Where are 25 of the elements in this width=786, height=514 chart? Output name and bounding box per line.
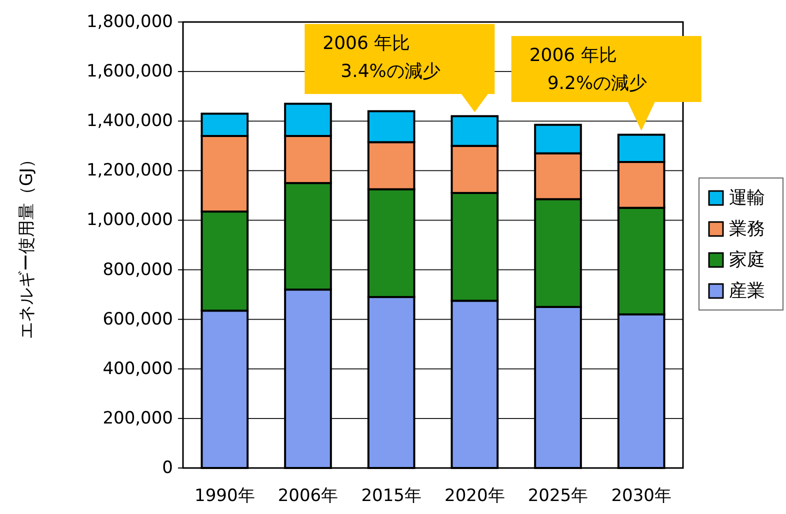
callout: 2006 年比 3.4%の減少	[304, 24, 495, 112]
y-tick-label: 1,400,000	[86, 111, 173, 132]
y-tick-label: 1,200,000	[86, 160, 173, 181]
x-tick-label: 2030年	[611, 486, 672, 506]
legend-label: 運輸	[729, 188, 765, 208]
x-tick-label: 2025年	[528, 486, 588, 506]
y-tick-label: 1,800,000	[86, 12, 173, 32]
y-tick-label: 800,000	[102, 260, 173, 280]
annotation: 2006 年比 3.4%の減少	[322, 33, 440, 82]
x-tick-label: 2006年	[278, 486, 338, 506]
y-tick-label: 600,000	[102, 309, 173, 330]
y-tick-label: 200,000	[102, 408, 173, 428]
legend-label: 家庭	[729, 250, 765, 270]
y-tick-label: 1,600,000	[86, 62, 173, 82]
annotation: 2006 年比 9.2%の減少	[529, 45, 648, 94]
x-tick-label: 2020年	[444, 486, 505, 506]
y-axis-title: エネルギー使用量（GJ）	[17, 150, 37, 340]
x-tick-label: 2015年	[361, 486, 422, 506]
y-tick-label: 400,000	[102, 358, 173, 379]
y-tick-label: 0	[162, 458, 173, 478]
legend-label: 業務	[729, 218, 765, 240]
x-tick-label: 1990年	[194, 486, 255, 506]
legend-label: 産業	[729, 280, 765, 302]
callout: 2006 年比 9.2%の減少	[511, 36, 702, 131]
y-tick-label: 1,000,000	[86, 210, 173, 230]
